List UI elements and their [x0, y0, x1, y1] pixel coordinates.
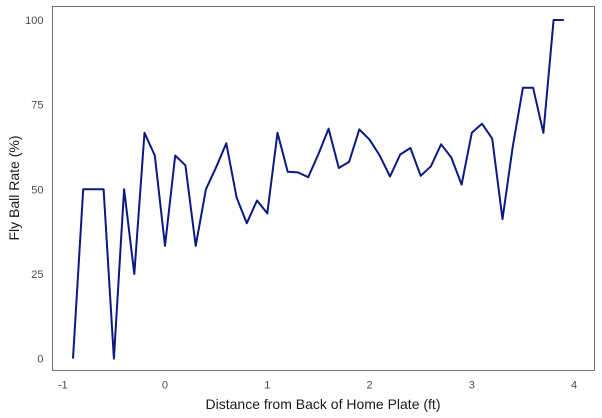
y-tick-label: 100: [25, 15, 43, 27]
y-tick-label: 0: [37, 354, 43, 366]
plot-frame: [52, 6, 595, 371]
x-tick-label: 0: [162, 380, 168, 392]
x-tick-label: 1: [264, 380, 270, 392]
y-tick-label: 50: [31, 184, 43, 196]
y-tick-label: 25: [31, 269, 43, 281]
x-tick-label: 3: [469, 380, 475, 392]
y-axis-title: Fly Ball Rate (%): [6, 135, 22, 240]
y-tick-label: 75: [31, 100, 43, 112]
x-axis-ticks: -1 0 1 2 3 4: [58, 380, 577, 392]
y-axis-ticks: 0 25 50 75 100: [25, 15, 43, 366]
x-tick-label: 2: [366, 380, 372, 392]
x-axis-title: Distance from Back of Home Plate (ft): [206, 396, 441, 412]
x-tick-label: 4: [571, 380, 577, 392]
x-tick-label: -1: [58, 380, 68, 392]
series-line: [72, 19, 564, 360]
